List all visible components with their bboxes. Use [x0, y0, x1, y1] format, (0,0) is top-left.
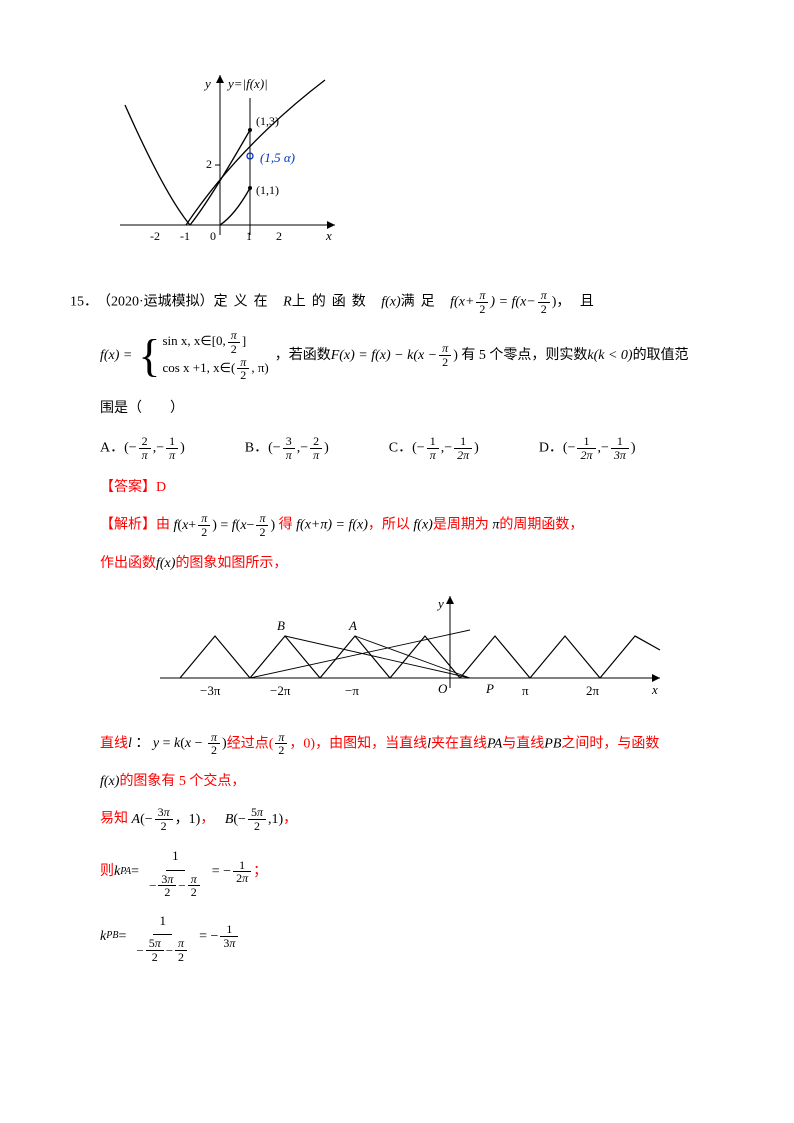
- fx-curve-label: y=|f(x)|: [226, 76, 268, 91]
- svg-text:O: O: [438, 681, 448, 696]
- svg-text:2: 2: [276, 229, 282, 243]
- explain-line-2: 作出函数f(x)的图象如图所示，: [100, 551, 724, 576]
- figure-1: y y=|f(x)| x -2 -1 0 1 2 2 (1,3) (1,5 α)…: [110, 70, 724, 269]
- fx-definition: f(x) = { sin x, x∈[0,π2] cos x +1, x∈(π2…: [100, 329, 724, 381]
- options-row: A．(−2π,−1π) B．(−3π,−2π) C．(−1π,−12π) D．(…: [100, 435, 724, 461]
- option-d: D．(−12π,−13π): [539, 435, 636, 461]
- svg-text:−3π: −3π: [200, 683, 221, 698]
- figure-2: y x B A O P −3π −2π −π π 2π: [150, 588, 724, 717]
- option-c: C．(−1π,−12π): [389, 435, 479, 461]
- explain-line-3: 直线l ： y = k(x − π2)经过点(π2，0)，由图知，当直线l夹在直…: [100, 731, 724, 757]
- svg-text:−2π: −2π: [270, 683, 291, 698]
- option-b: B．(−3π,−2π): [245, 435, 329, 461]
- x-axis-label: x: [325, 228, 332, 243]
- svg-text:−π: −π: [345, 683, 359, 698]
- k-pb-line: kPB = 1−5π2 − π2 = −13π: [100, 909, 724, 964]
- problem-tail: 围是（ ）: [100, 396, 724, 421]
- answer-line: 【答案】D: [100, 475, 724, 500]
- point-1-5a: (1,5 α): [260, 150, 295, 165]
- k-pa-line: 则 kPA = 1−3π2 − π2 = −12π ；: [100, 844, 724, 899]
- explain-line-4: f(x)的图象有 5 个交点，: [100, 769, 724, 794]
- option-a: A．(−2π,−1π): [100, 435, 185, 461]
- explain-line-5: 易知 A(−3π2，1)， B(−5π2,1)，: [100, 806, 724, 832]
- svg-text:-1: -1: [180, 229, 190, 243]
- point-1-1: (1,1): [256, 183, 279, 197]
- svg-text:1: 1: [246, 229, 252, 243]
- problem-stem: 15．（2020·运城模拟）定义在 R上的函数 f(x)满足 f(x+π2) =…: [70, 289, 724, 315]
- svg-text:x: x: [651, 682, 658, 697]
- point-1-3: (1,3): [256, 114, 279, 128]
- svg-text:B: B: [277, 618, 285, 633]
- y-axis-label: y: [203, 76, 211, 91]
- svg-text:P: P: [485, 681, 494, 696]
- svg-text:A: A: [348, 618, 357, 633]
- svg-text:π: π: [522, 683, 529, 698]
- graph-svg: y y=|f(x)| x -2 -1 0 1 2 2 (1,3) (1,5 α)…: [110, 70, 340, 260]
- svg-text:2π: 2π: [586, 683, 600, 698]
- svg-text:-2: -2: [150, 229, 160, 243]
- explain-line-1: 【解析】由 f(x+π2) = f(x−π2) 得 f(x+π) = f(x)，…: [100, 512, 724, 538]
- svg-text:2: 2: [206, 157, 212, 171]
- svg-text:y: y: [436, 596, 444, 611]
- svg-text:0: 0: [210, 229, 216, 243]
